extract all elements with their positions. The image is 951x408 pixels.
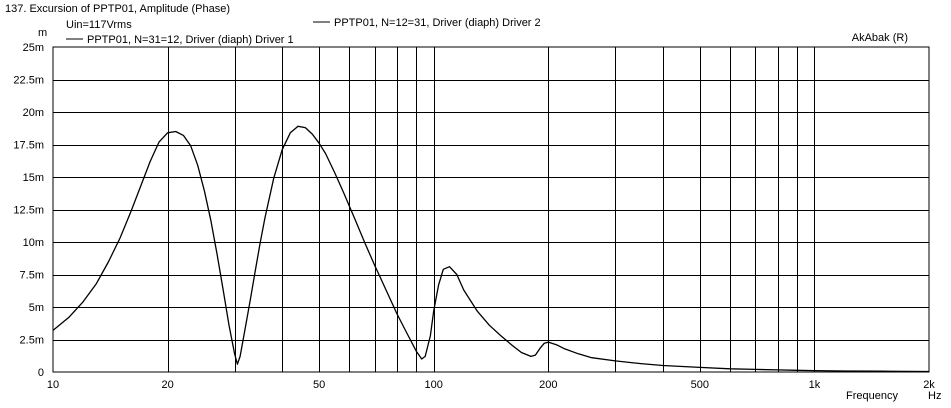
series-line-1 (52, 125, 930, 373)
y-tick-label: 22.5m (13, 75, 44, 87)
y-tick-label: 5m (29, 302, 44, 314)
y-tick-label: 20m (23, 107, 44, 119)
x-tick-label: 500 (691, 379, 709, 391)
brand-label: AkAbak (R) (852, 32, 908, 44)
grid (53, 47, 929, 372)
x-tick-label: 1k (809, 379, 821, 391)
chart-title: 137. Excursion of PPTP01, Amplitude (Pha… (5, 3, 230, 15)
x-tick-label: 2k (923, 379, 935, 391)
legend-label-series-2: PPTP01, N=12=31, Driver (diaph) Driver 2 (334, 17, 541, 29)
series-group (52, 125, 930, 373)
x-tick-label: 10 (47, 379, 59, 391)
chart-subtitle: Uin=117Vrms (66, 19, 132, 31)
legend-label-series-1: PPTP01, N=31=12, Driver (diaph) Driver 1 (87, 34, 294, 46)
y-axis-label: m (38, 27, 47, 39)
x-axis-label: Frequency (846, 390, 898, 402)
y-tick-label: 12.5m (13, 205, 44, 217)
x-tick-label: 100 (425, 379, 443, 391)
x-tick-label: 20 (161, 379, 173, 391)
x-tick-label: 50 (313, 379, 325, 391)
y-tick-label: 2.5m (20, 335, 44, 347)
y-tick-labels: 0 2.5m 5m 7.5m 10m 12.5m 15m 17.5m 20m 22.5m 25m (13, 42, 44, 379)
y-tick-label: 17.5m (13, 140, 44, 152)
y-tick-label: 10m (23, 237, 44, 249)
x-tick-label: 200 (539, 379, 557, 391)
y-tick-label: 7.5m (20, 270, 44, 282)
y-tick-label: 0 (38, 367, 44, 379)
plot-frame (52, 46, 930, 373)
y-tick-label: 25m (23, 42, 44, 54)
x-axis-unit: Hz (928, 390, 941, 402)
y-tick-label: 15m (23, 172, 44, 184)
legend: PPTP01, N=12=31, Driver (diaph) Driver 2… (66, 17, 541, 46)
x-tick-labels: 10 20 50 100 200 500 1k 2k (47, 379, 935, 391)
